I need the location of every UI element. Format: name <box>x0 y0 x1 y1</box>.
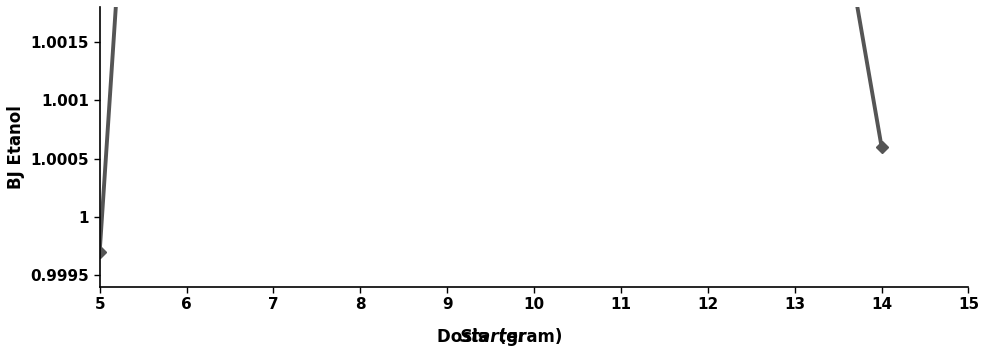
Text: (gram): (gram) <box>493 329 562 346</box>
Text: Dosis: Dosis <box>437 329 493 346</box>
Y-axis label: BJ Etanol: BJ Etanol <box>7 105 25 189</box>
Text: Starter: Starter <box>459 329 527 346</box>
